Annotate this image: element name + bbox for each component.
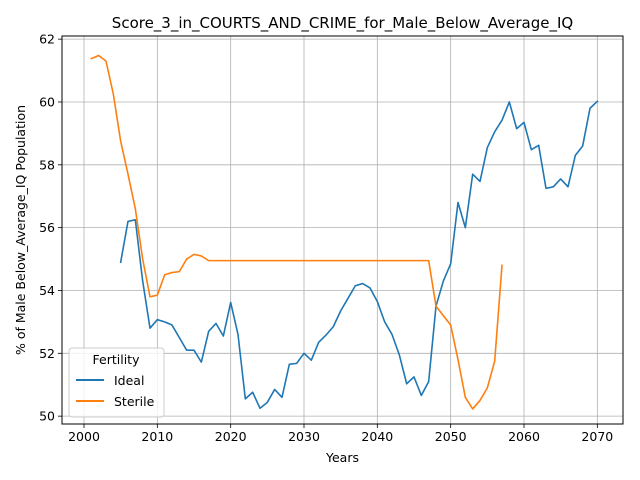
axis-ticks: 2000 2010 2020 2030 2040 2050 2060 2070 50 52 54 56… — [39, 32, 613, 444]
x-tick-label: 2030 — [288, 429, 320, 444]
series-lines — [90, 54, 599, 410]
x-tick-label: 2000 — [68, 429, 100, 444]
x-tick-label: 2050 — [435, 429, 467, 444]
x-axis-label: Years — [325, 450, 359, 465]
y-tick-label: 50 — [39, 409, 55, 424]
plot-frame — [61, 35, 624, 425]
y-tick-label: 58 — [39, 157, 55, 172]
x-tick-label: 2010 — [141, 429, 173, 444]
x-tick-label: 2020 — [215, 429, 247, 444]
y-tick-label: 54 — [39, 283, 55, 298]
series-line-ideal — [119, 100, 599, 410]
y-tick-label: 60 — [39, 94, 55, 109]
legend-title: Fertility — [93, 352, 141, 367]
x-tick-label: 2060 — [508, 429, 540, 444]
legend-box — [68, 347, 165, 418]
y-tick-label: 56 — [39, 220, 55, 235]
legend-label-sterile: Sterile — [114, 394, 155, 409]
y-axis-label: % of Male Below_Average_IQ Population — [13, 105, 28, 355]
legend: Fertility Ideal Sterile — [68, 347, 165, 418]
legend-label-ideal: Ideal — [114, 373, 144, 388]
series-line-sterile — [90, 54, 503, 410]
y-tick-label: 52 — [39, 346, 55, 361]
y-tick-label: 62 — [39, 32, 55, 47]
x-tick-label: 2070 — [581, 429, 613, 444]
x-tick-label: 2040 — [361, 429, 393, 444]
chart-title: Score_3_in_COURTS_AND_CRIME_for_Male_Bel… — [112, 14, 573, 33]
